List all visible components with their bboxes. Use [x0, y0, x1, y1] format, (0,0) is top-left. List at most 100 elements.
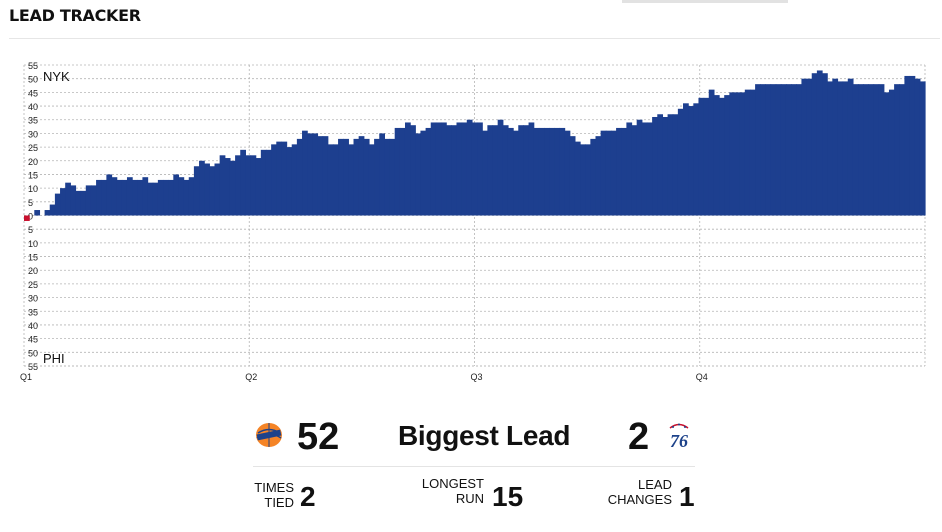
nyk-lead-bar — [420, 130, 427, 216]
nyk-lead-bar — [569, 136, 576, 216]
nyk-lead-bar — [544, 127, 550, 216]
nyk-lead-bar — [265, 149, 272, 216]
nyk-lead-bar — [513, 130, 519, 216]
nyk-lead-bar — [775, 84, 782, 216]
nyk-lead-bar — [34, 210, 41, 216]
nyk-lead-bar — [302, 130, 308, 216]
nyk-lead-bar — [343, 138, 349, 216]
nyk-lead-bar — [250, 155, 257, 216]
nyk-lead-bar — [116, 179, 123, 216]
nyk-team-label: NYK — [43, 69, 70, 84]
nyk-lead-bar — [873, 84, 880, 216]
nyk-lead-bar — [75, 190, 82, 216]
nyk-lead-bar — [204, 163, 210, 216]
nyk-lead-bar — [307, 133, 313, 216]
nyk-lead-bar — [477, 122, 483, 216]
nyk-lead-bar — [502, 125, 509, 216]
y-tick-label: 30 — [28, 294, 38, 304]
nyk-lead-bar — [863, 84, 869, 216]
nyk-lead-bar — [425, 127, 432, 216]
times-tied-value: 2 — [300, 481, 316, 512]
nyk-lead-bar — [595, 136, 602, 216]
nyk-lead-bar — [822, 73, 828, 216]
times-tied-label-line1: TIMES — [254, 480, 294, 495]
nyk-lead-bar — [389, 138, 396, 216]
stats-divider — [253, 466, 695, 467]
nyk-lead-bar — [646, 122, 653, 216]
nyk-lead-bar — [101, 179, 107, 216]
nyk-lead-bar — [410, 125, 416, 216]
nyk-lead-bar — [518, 125, 525, 216]
nyk-lead-bar — [456, 122, 463, 216]
lead-changes-label: LEAD CHANGES — [596, 477, 672, 507]
nyk-lead-bar — [667, 114, 674, 216]
nyk-lead-bar — [641, 122, 648, 216]
nyk-lead-bar — [374, 138, 380, 216]
lead-tracker-chart: 5550454035302520151050510152025303540455… — [20, 61, 926, 382]
y-tick-label: 5 — [28, 198, 33, 208]
nyk-lead-bar — [255, 158, 262, 216]
nyk-lead-bar — [528, 122, 535, 216]
y-tick-label: 5 — [28, 225, 33, 235]
nyk-lead-bar — [580, 144, 586, 216]
nyk-lead-bar — [466, 119, 473, 216]
nyk-lead-bar — [621, 127, 627, 216]
lead-changes-label-line1: LEAD — [638, 477, 672, 492]
nyk-lead-bar — [178, 177, 185, 216]
phi-biggest-lead-value: 2 — [628, 416, 650, 458]
nyk-lead-bar — [106, 174, 113, 216]
nyk-lead-bar — [291, 144, 298, 216]
nyk-lead-bar — [441, 122, 447, 216]
nyk-lead-bar — [888, 89, 895, 216]
nyk-lead-bar — [276, 141, 283, 216]
y-tick-label: 30 — [28, 129, 38, 139]
y-tick-label: 20 — [28, 157, 38, 167]
y-tick-label: 55 — [28, 61, 38, 71]
nyk-lead-bar — [538, 127, 545, 216]
y-tick-label: 35 — [28, 307, 38, 317]
nyk-lead-bar — [868, 84, 875, 216]
nyk-lead-bar — [142, 177, 149, 216]
nyk-lead-bar — [878, 84, 885, 216]
nyk-lead-bar — [394, 127, 401, 216]
nyk-lead-bar — [842, 81, 849, 216]
knicks-logo-icon — [256, 423, 282, 447]
nyk-lead-bar — [379, 133, 385, 216]
nyk-lead-bar — [816, 70, 823, 216]
longest-run-label-line1: LONGEST — [421, 476, 484, 491]
y-tick-label: 15 — [28, 170, 38, 180]
y-tick-label: 10 — [28, 184, 38, 194]
nyk-lead-bar — [312, 133, 319, 216]
nyk-lead-bar — [657, 114, 664, 216]
nyk-lead-bar — [317, 136, 324, 216]
nyk-lead-bar — [80, 190, 87, 216]
nyk-lead-bar — [755, 84, 761, 216]
nyk-lead-bar — [744, 89, 751, 216]
nyk-lead-bar — [152, 182, 159, 216]
sixers-logo-icon: 76 — [669, 423, 689, 450]
nyk-lead-bar — [126, 177, 133, 216]
nyk-lead-bar — [919, 81, 926, 216]
section-title: LEAD TRACKER — [9, 6, 141, 25]
y-tick-label: 25 — [28, 280, 38, 290]
nyk-lead-bar — [193, 166, 200, 216]
nyk-lead-bar — [296, 138, 303, 216]
longest-run-label-line2: RUN — [455, 491, 484, 506]
nyk-lead-bar — [415, 133, 422, 216]
nyk-lead-bar — [683, 103, 689, 216]
nyk-lead-bar — [199, 160, 205, 216]
nyk-lead-bar — [796, 84, 803, 216]
nyk-lead-bar — [806, 78, 813, 216]
lead-changes-value: 1 — [679, 481, 695, 512]
nyk-lead-bar — [399, 127, 406, 216]
quarter-label: Q4 — [696, 372, 708, 382]
nyk-lead-bar — [235, 155, 241, 216]
nyk-lead-bar — [85, 185, 92, 216]
y-tick-label: 40 — [28, 321, 38, 331]
y-tick-label: 20 — [28, 266, 38, 276]
nyk-lead-bar — [688, 106, 694, 216]
y-tick-label: 45 — [28, 335, 38, 345]
nyk-lead-bar — [600, 130, 607, 216]
nyk-lead-bar — [883, 92, 890, 216]
